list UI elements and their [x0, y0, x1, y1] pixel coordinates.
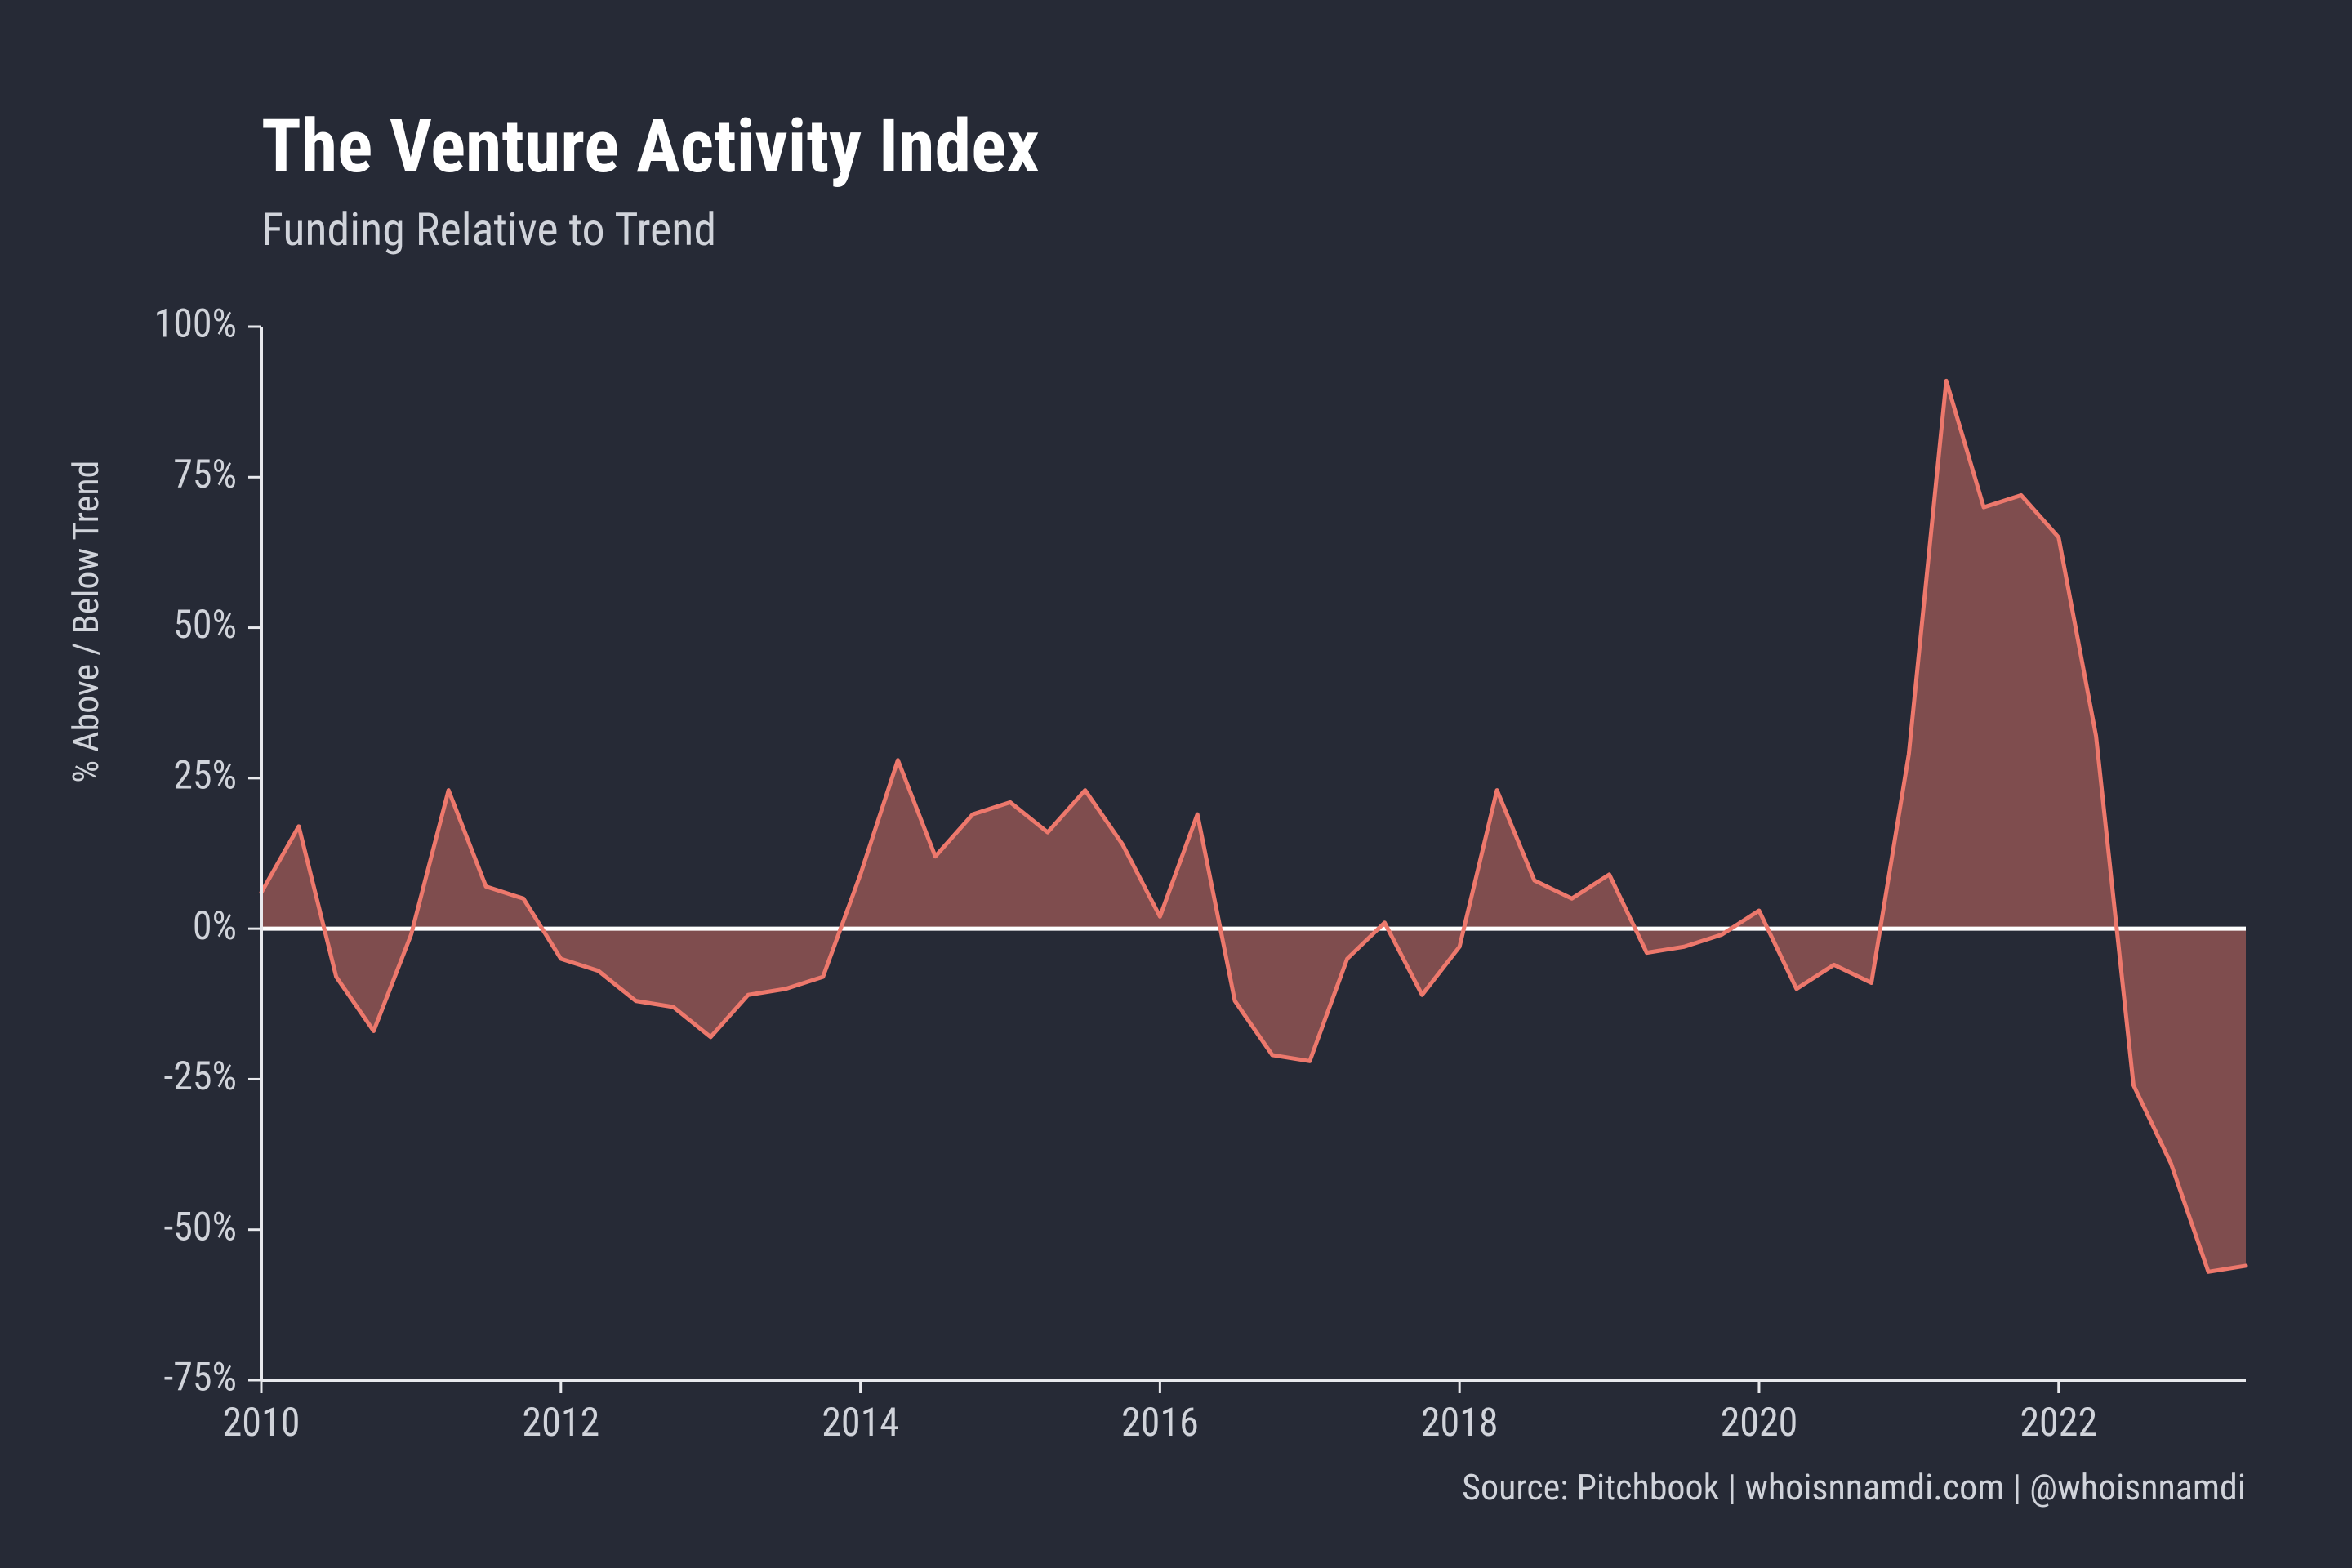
y-tick-label: 75%	[173, 451, 237, 497]
chart-title: The Venture Activity Index	[261, 104, 1040, 189]
venture-activity-chart: The Venture Activity Index Funding Relati…	[0, 0, 2352, 1568]
x-tick-label: 2022	[2020, 1399, 2097, 1446]
y-tick-label: 50%	[173, 601, 237, 648]
x-tick-label: 2014	[822, 1399, 899, 1446]
y-tick-label: 0%	[193, 902, 237, 949]
y-tick-label: 100%	[154, 301, 237, 347]
y-tick-label: -75%	[163, 1354, 237, 1401]
x-tick-label: 2010	[223, 1399, 301, 1446]
y-tick-label: -50%	[163, 1203, 237, 1250]
y-tick-label: -25%	[163, 1053, 237, 1099]
x-tick-label: 2020	[1721, 1399, 1798, 1446]
chart-container: The Venture Activity Index Funding Relati…	[0, 0, 2352, 1568]
chart-subtitle: Funding Relative to Trend	[261, 203, 716, 256]
source-attribution: Source: Pitchbook | whoisnnamdi.com | @w…	[1462, 1466, 2246, 1508]
y-tick-label: 25%	[173, 752, 237, 799]
x-tick-label: 2016	[1121, 1399, 1199, 1446]
x-tick-label: 2012	[522, 1399, 599, 1446]
y-axis-title: % Above / Below Trend	[65, 461, 107, 783]
x-tick-label: 2018	[1421, 1399, 1499, 1446]
